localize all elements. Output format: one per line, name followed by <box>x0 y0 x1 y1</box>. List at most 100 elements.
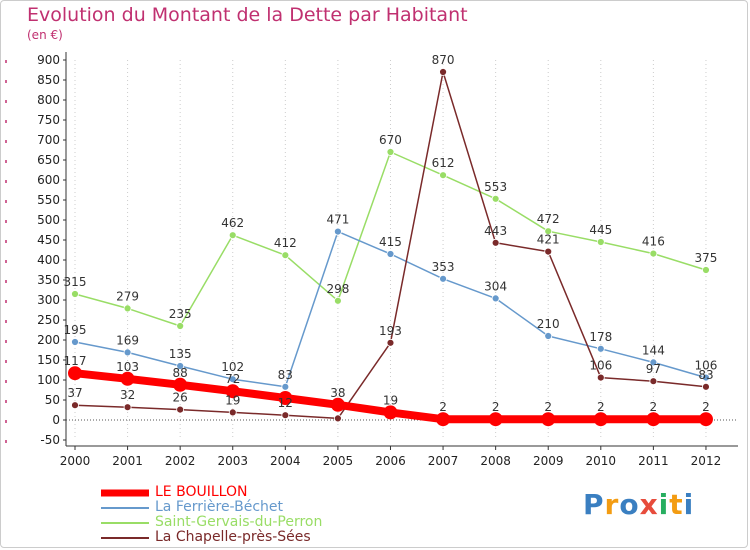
data-point-la-chapelle-pres-sees <box>596 373 605 382</box>
legend-label-la-chapelle-pres-sees: La Chapelle-près-Sées <box>155 529 311 545</box>
data-label-la-ferriere-bechet: 169 <box>116 333 139 347</box>
data-label-saint-gervais-du-perron: 315 <box>64 275 87 289</box>
data-point-saint-gervais-du-perron <box>333 296 342 305</box>
logo-letter: P <box>583 488 605 521</box>
y-tick-label: 700 <box>37 133 60 147</box>
data-point-le-bouillon <box>541 412 556 427</box>
data-point-le-bouillon <box>120 371 135 386</box>
data-point-le-bouillon <box>593 412 608 427</box>
data-label-saint-gervais-du-perron: 462 <box>221 216 244 230</box>
data-point-le-bouillon <box>68 366 82 381</box>
data-point-la-chapelle-pres-sees <box>702 382 710 391</box>
legend-label-saint-gervais-du-perron: Saint-Gervais-du-Perron <box>155 514 323 530</box>
data-label-saint-gervais-du-perron: 279 <box>116 289 139 303</box>
data-point-saint-gervais-du-perron <box>702 266 710 274</box>
y-tick-label: 350 <box>37 273 60 287</box>
data-label-saint-gervais-du-perron: 445 <box>589 223 612 237</box>
data-point-le-bouillon <box>225 384 240 399</box>
data-label-la-chapelle-pres-sees: 443 <box>484 224 507 238</box>
x-tick-label-2007: 2007 <box>428 454 459 468</box>
y-tick-label: 900 <box>37 53 60 67</box>
data-label-saint-gervais-du-perron: 553 <box>484 180 507 194</box>
data-point-la-chapelle-pres-sees <box>544 247 553 256</box>
data-point-la-ferriere-bechet <box>176 362 185 370</box>
data-point-la-ferriere-bechet <box>71 338 79 346</box>
y-tick-label: 750 <box>37 113 60 127</box>
x-tick-label-2002: 2002 <box>165 454 196 468</box>
data-point-la-ferriere-bechet <box>333 227 342 236</box>
data-point-le-bouillon <box>278 391 293 405</box>
data-point-la-ferriere-bechet <box>544 332 553 340</box>
data-label-saint-gervais-du-perron: 235 <box>169 307 192 321</box>
chart-subtitle: (en €) <box>27 28 63 42</box>
data-point-le-bouillon <box>173 377 188 392</box>
data-label-le-bouillon: 2 <box>439 400 447 414</box>
data-point-saint-gervais-du-perron <box>228 231 237 240</box>
legend-label-le-bouillon: LE BOUILLON <box>155 484 248 500</box>
data-label-saint-gervais-du-perron: 375 <box>695 251 718 265</box>
y-tick-label: 800 <box>37 93 60 107</box>
data-label-la-chapelle-pres-sees: 193 <box>379 324 402 338</box>
data-point-le-bouillon <box>698 412 713 427</box>
data-label-le-bouillon: 103 <box>116 360 139 374</box>
data-point-la-ferriere-bechet <box>491 294 500 303</box>
data-point-saint-gervais-du-perron <box>176 322 185 330</box>
data-label-le-bouillon: 2 <box>702 400 710 414</box>
data-label-saint-gervais-du-perron: 412 <box>274 236 297 250</box>
data-label-saint-gervais-du-perron: 298 <box>326 282 349 296</box>
logo-letter: r <box>604 488 620 521</box>
data-label-le-bouillon: 88 <box>173 366 188 380</box>
legend-swatch-la-chapelle-pres-sees <box>101 536 149 539</box>
data-point-la-chapelle-pres-sees <box>386 338 395 347</box>
data-point-le-bouillon <box>436 412 451 427</box>
x-tick-label-2012: 2012 <box>691 454 722 468</box>
data-point-saint-gervais-du-perron <box>71 290 79 298</box>
y-tick-label: 550 <box>37 193 60 207</box>
data-label-la-ferriere-bechet: 144 <box>642 343 665 357</box>
proxiti-logo: Proxiti <box>583 488 694 521</box>
data-label-le-bouillon: 117 <box>64 354 87 368</box>
data-label-la-ferriere-bechet: 102 <box>221 360 244 374</box>
data-point-saint-gervais-du-perron <box>281 251 290 260</box>
data-label-le-bouillon: 2 <box>597 400 605 414</box>
data-point-saint-gervais-du-perron <box>439 171 447 180</box>
data-point-la-chapelle-pres-sees <box>281 411 290 420</box>
data-label-saint-gervais-du-perron: 612 <box>432 156 455 170</box>
data-label-le-bouillon: 2 <box>544 400 552 414</box>
legend-swatch-la-ferriere-bechet <box>101 506 149 509</box>
logo-letter: i <box>658 488 670 521</box>
y-tick-label: 600 <box>37 173 60 187</box>
data-label-le-bouillon: 19 <box>383 393 398 407</box>
x-tick-label-2010: 2010 <box>586 454 617 468</box>
data-label-la-chapelle-pres-sees: 26 <box>173 391 188 405</box>
logo-letter: x <box>639 488 659 521</box>
data-label-la-chapelle-pres-sees: 19 <box>225 393 240 407</box>
y-tick-label: -50 <box>40 433 60 447</box>
y-tick-label: 100 <box>37 373 60 387</box>
data-label-la-chapelle-pres-sees: 12 <box>278 396 293 410</box>
data-label-la-ferriere-bechet: 415 <box>379 235 402 249</box>
y-tick-label: 500 <box>37 213 60 227</box>
y-tick-label: 850 <box>37 73 60 87</box>
data-point-la-ferriere-bechet <box>439 274 447 283</box>
y-tick-label: 250 <box>37 313 60 327</box>
data-point-la-ferriere-bechet <box>228 375 237 384</box>
data-point-le-bouillon <box>383 405 398 420</box>
legend-label-la-ferriere-bechet: La Ferrière-Béchet <box>155 499 284 515</box>
data-label-la-ferriere-bechet: 178 <box>589 330 612 344</box>
data-point-la-chapelle-pres-sees <box>176 405 185 414</box>
y-tick-label: 400 <box>37 253 60 267</box>
y-tick-label: 650 <box>37 153 60 167</box>
x-tick-label-2005: 2005 <box>323 454 354 468</box>
chart-title: Evolution du Montant de la Dette par Hab… <box>27 4 468 26</box>
y-tick-label: 200 <box>37 333 60 347</box>
data-point-la-chapelle-pres-sees <box>71 401 79 410</box>
logo-letter: i <box>683 488 695 521</box>
data-label-saint-gervais-du-perron: 416 <box>642 235 665 249</box>
data-label-la-chapelle-pres-sees: 37 <box>67 386 82 400</box>
data-label-la-ferriere-bechet: 106 <box>695 359 718 373</box>
data-point-la-chapelle-pres-sees <box>439 68 447 76</box>
data-point-le-bouillon <box>330 397 345 412</box>
data-label-le-bouillon: 38 <box>330 386 345 400</box>
